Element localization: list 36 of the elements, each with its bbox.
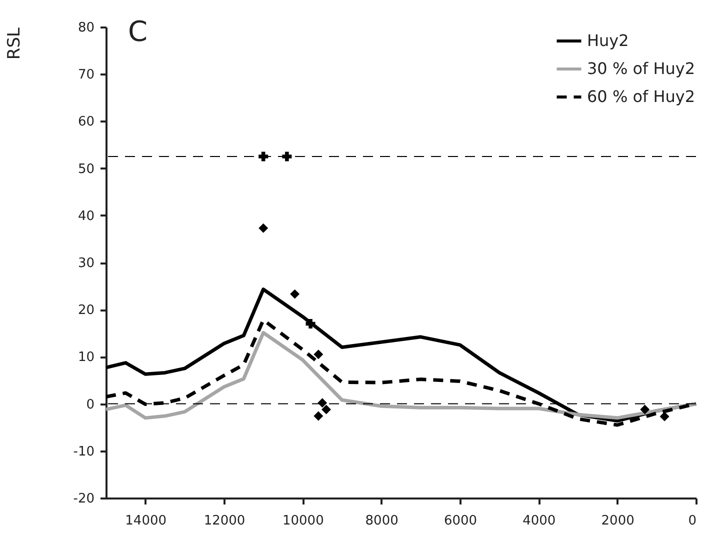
legend-label: 60 % of Huy2 — [587, 87, 696, 106]
line-series — [104, 330, 698, 420]
point — [258, 223, 268, 233]
x-tick-label: 10000 — [282, 514, 324, 528]
x-tick-label: 6000 — [444, 514, 478, 528]
point — [290, 289, 300, 299]
legend-label: 30 % of Huy2 — [587, 59, 696, 78]
y-tick-label: 70 — [78, 68, 94, 83]
y-tick-label: -10 — [73, 444, 94, 460]
point — [282, 152, 292, 162]
x-tick-label: 4000 — [522, 514, 556, 528]
x-tick-label: 8000 — [365, 514, 398, 528]
point — [660, 412, 670, 422]
point — [258, 152, 268, 162]
y-tick-label: 20 — [78, 303, 94, 318]
point — [318, 398, 328, 408]
y-tick-label: 80 — [78, 20, 94, 36]
x-tick-label: 14000 — [125, 514, 167, 528]
point — [322, 404, 332, 414]
y-tick-label: -20 — [73, 492, 94, 506]
y-tick-label: 60 — [78, 114, 94, 130]
point — [640, 404, 650, 414]
x-tick-label: 12000 — [204, 514, 246, 528]
y-tick-label: 40 — [78, 208, 94, 224]
y-axis-title: RSL — [4, 26, 24, 60]
y-tick-label: 0 — [86, 397, 94, 412]
y-tick-label: 50 — [78, 162, 94, 177]
y-tick-label: 30 — [78, 256, 94, 271]
point — [314, 411, 324, 421]
legend-label: Huy2 — [587, 31, 629, 50]
x-tick-label: 0 — [688, 514, 696, 528]
x-tick-label: 2000 — [601, 514, 634, 528]
point — [306, 318, 316, 328]
annotation: C — [128, 15, 148, 48]
point — [314, 350, 324, 360]
y-tick-label: 10 — [78, 350, 94, 366]
